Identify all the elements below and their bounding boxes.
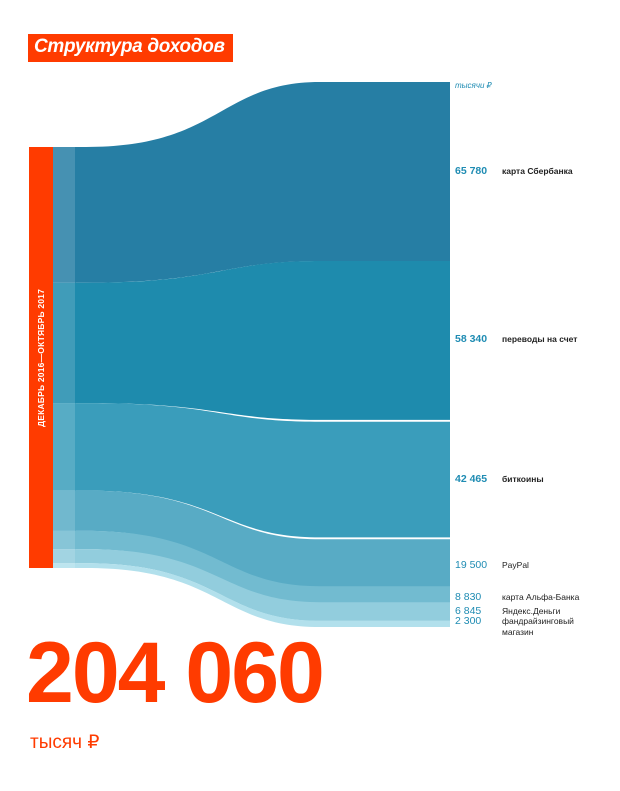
flow-value: 42 465 xyxy=(455,472,488,485)
flow-band-3 xyxy=(75,490,450,593)
flow-band-0 xyxy=(75,82,450,283)
total-value: 204 060 xyxy=(26,625,325,721)
flow-value: 65 780 xyxy=(455,164,488,177)
flow-source-6 xyxy=(53,563,76,568)
flow-source-0 xyxy=(53,147,76,283)
flow-name: биткоины xyxy=(502,473,544,484)
unit-label: тысячи ₽ xyxy=(455,81,492,90)
flow-source-3 xyxy=(53,490,76,531)
chart-title: Структура доходов xyxy=(28,34,233,62)
flow-label-row: 58 340 переводы на счет xyxy=(455,333,577,345)
flow-source-2 xyxy=(53,403,76,491)
flow-band-1 xyxy=(75,261,450,420)
flow-band-6 xyxy=(75,563,450,627)
total-unit: тысяч ₽ xyxy=(30,732,100,753)
flow-source-4 xyxy=(53,530,76,550)
flow-value: 2 300 xyxy=(455,614,482,627)
flow-value: 19 500 xyxy=(455,558,488,571)
flow-name: Яндекс.Деньги xyxy=(502,605,561,616)
flow-value: 8 830 xyxy=(455,591,482,604)
flow-source-1 xyxy=(53,282,76,404)
flow-value: 58 340 xyxy=(455,333,488,346)
period-label-wrap: ДЕКАБРЬ 2016—ОКТЯБРЬ 2017 xyxy=(29,147,53,568)
flow-label-row: 2 300 фандрайзинговый магазин xyxy=(455,615,582,638)
flow-band-5 xyxy=(75,549,450,621)
flow-band-2 xyxy=(75,403,450,538)
flow-label-row: 65 780 карта Сбербанка xyxy=(455,165,573,177)
flow-value: 6 845 xyxy=(455,604,482,617)
flow-label-row: 19 500 PayPal xyxy=(455,559,529,571)
flow-source-5 xyxy=(53,549,76,564)
flow-name: переводы на счет xyxy=(502,334,578,345)
period-bar xyxy=(29,147,53,568)
flow-name: PayPal xyxy=(502,559,529,570)
flow-name: карта Альфа-Банка xyxy=(502,592,580,603)
flow-label-row: 6 845 Яндекс.Деньги xyxy=(455,605,560,617)
flow-name: карта Сбербанка xyxy=(502,165,573,176)
flow-label-row: 8 830 карта Альфа-Банка xyxy=(455,591,579,603)
flow-label-row: 42 465 биткоины xyxy=(455,473,544,485)
period-label: ДЕКАБРЬ 2016—ОКТЯБРЬ 2017 xyxy=(36,288,47,427)
flow-name: фандрайзинговый магазин xyxy=(502,615,574,637)
flow-band-4 xyxy=(75,530,450,611)
